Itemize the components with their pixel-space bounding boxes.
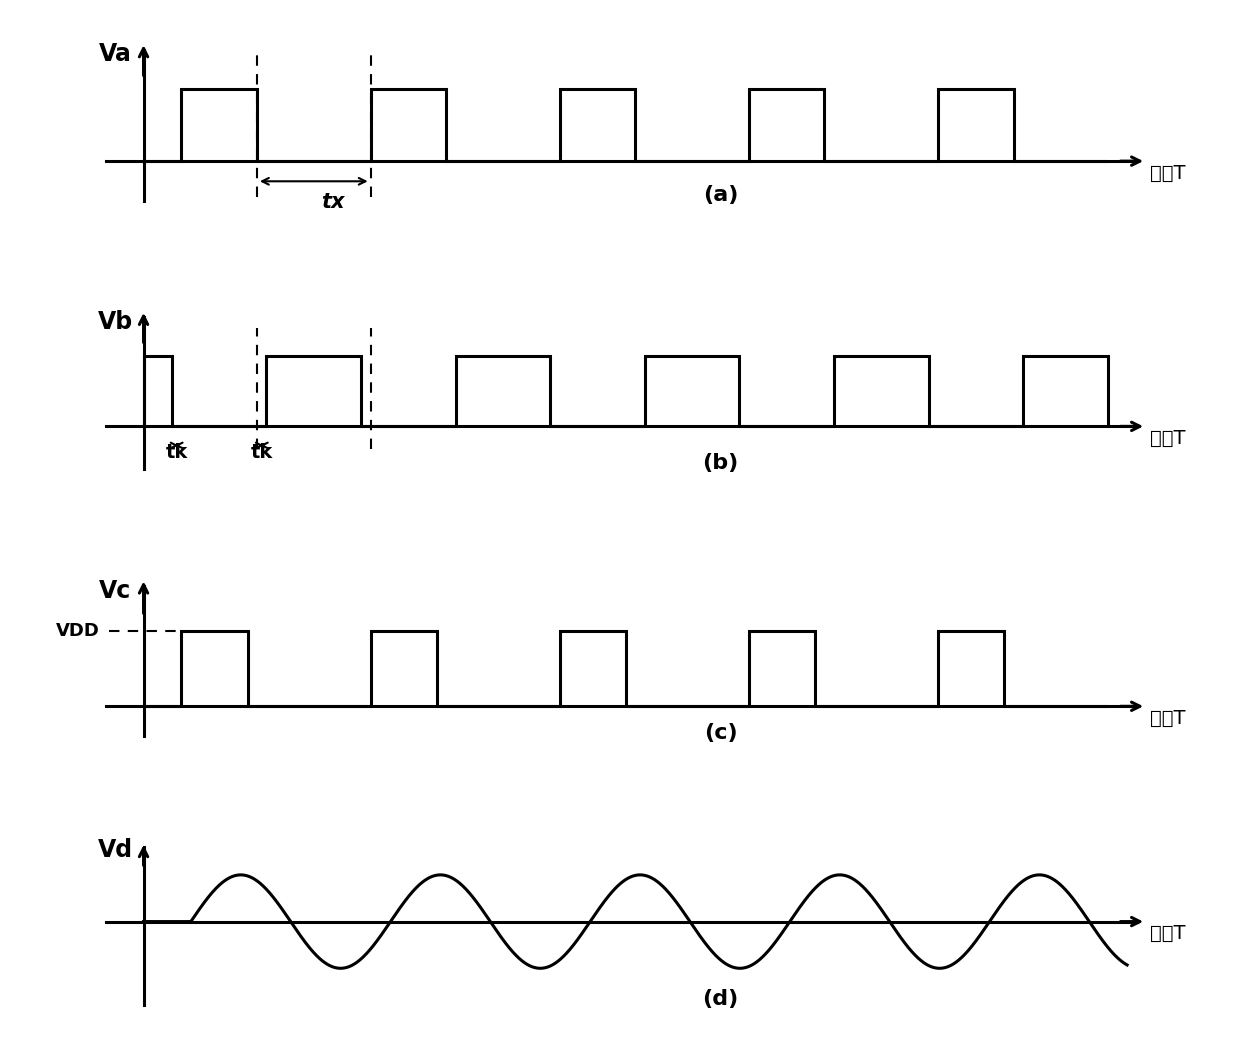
Text: (d): (d) bbox=[702, 989, 739, 1009]
Text: VDD: VDD bbox=[56, 623, 100, 640]
Text: tk: tk bbox=[165, 443, 187, 462]
Text: 时间T: 时间T bbox=[1149, 164, 1185, 183]
Text: tk: tk bbox=[250, 443, 273, 462]
Text: tx: tx bbox=[321, 192, 345, 212]
Text: Vc: Vc bbox=[99, 580, 131, 604]
Text: Vb: Vb bbox=[98, 310, 133, 334]
Text: 时间T: 时间T bbox=[1149, 924, 1185, 943]
Text: 时间T: 时间T bbox=[1149, 429, 1185, 448]
Text: (b): (b) bbox=[702, 453, 739, 472]
Text: (c): (c) bbox=[703, 722, 738, 742]
Text: Va: Va bbox=[99, 42, 131, 66]
Text: Vd: Vd bbox=[98, 838, 133, 862]
Text: (a): (a) bbox=[703, 185, 738, 205]
Text: 时间T: 时间T bbox=[1149, 709, 1185, 728]
